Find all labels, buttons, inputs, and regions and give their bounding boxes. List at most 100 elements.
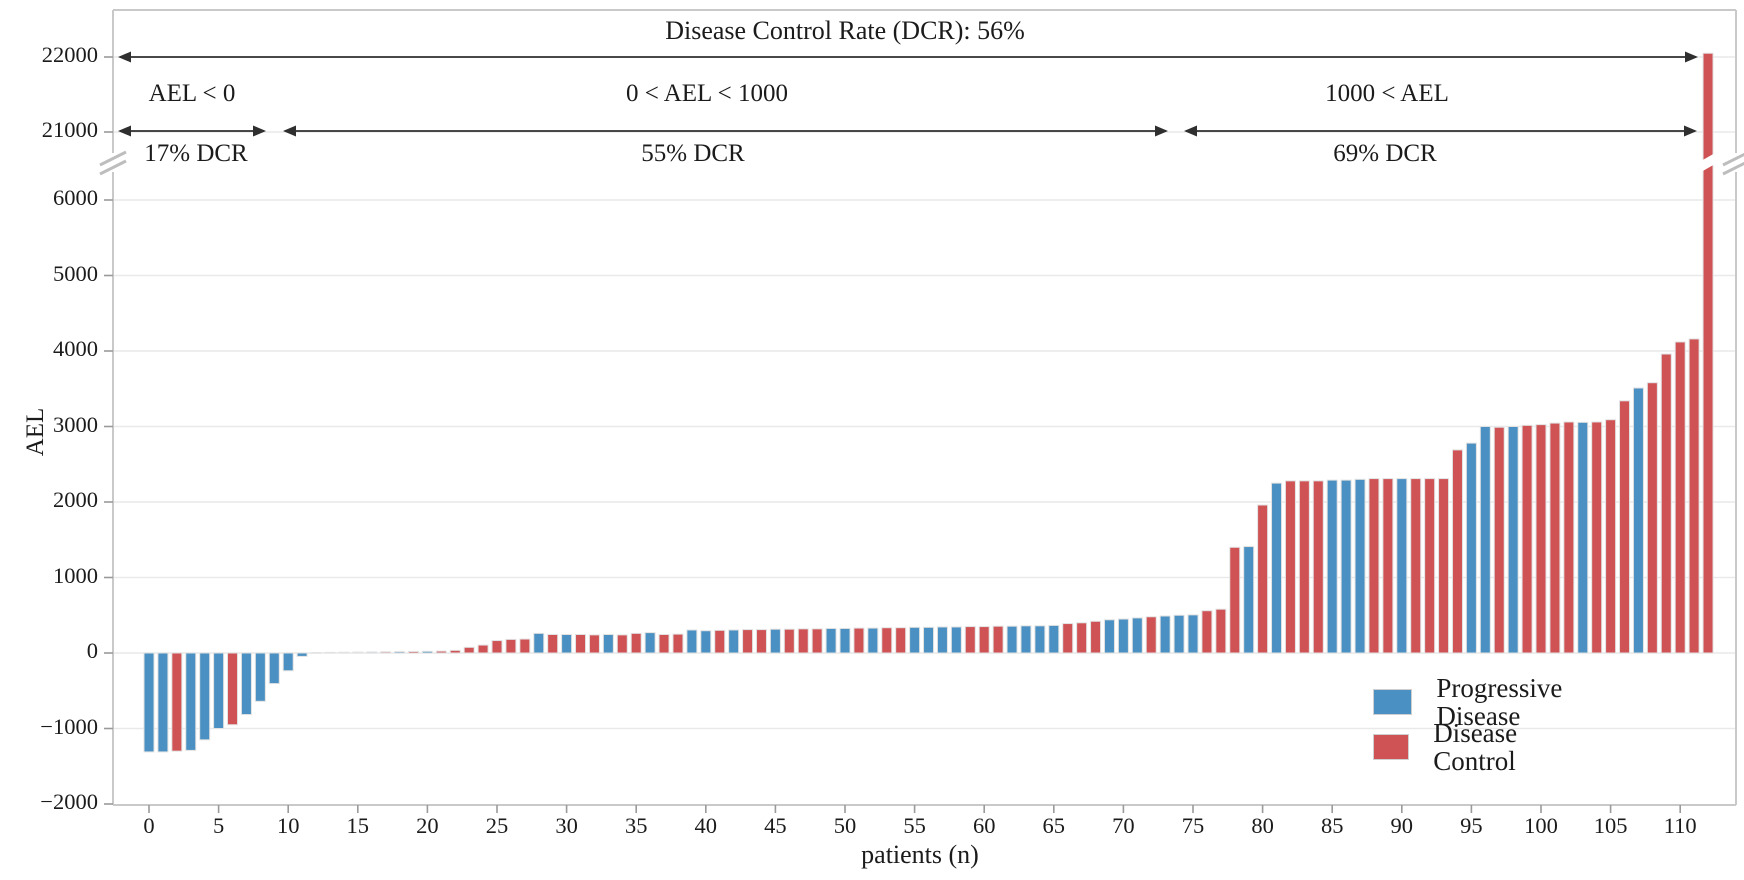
bar <box>1271 482 1283 654</box>
x-tick-label: 20 <box>416 813 439 838</box>
bar <box>1521 424 1533 654</box>
bar <box>157 652 169 753</box>
y-tick-label: 0 <box>86 638 98 663</box>
bar <box>964 626 976 654</box>
bar <box>672 633 684 654</box>
x-tick-label: 35 <box>624 813 648 838</box>
x-tick-label: 45 <box>764 813 787 838</box>
bar <box>1062 623 1074 654</box>
x-tick-label: 85 <box>1320 813 1344 838</box>
bar <box>1535 424 1547 654</box>
bar <box>700 630 712 654</box>
bar <box>185 652 197 751</box>
x-tick-label: 95 <box>1460 813 1483 838</box>
x-tick-label: 5 <box>212 813 225 838</box>
x-tick-label: 75 <box>1181 813 1205 838</box>
bar <box>463 646 475 654</box>
x-tick-label: 40 <box>694 813 718 838</box>
bar <box>1159 615 1171 654</box>
x-tick-label: 70 <box>1112 813 1135 838</box>
legend-item-disease-control: Disease Control <box>1373 719 1539 775</box>
bar <box>227 652 239 726</box>
bar <box>324 651 336 654</box>
bar <box>909 626 921 654</box>
bar <box>1034 625 1046 654</box>
bar <box>1382 478 1394 654</box>
bar <box>1340 479 1352 654</box>
bar <box>1674 341 1686 654</box>
bar <box>1173 614 1185 654</box>
bar <box>352 651 364 654</box>
bar <box>491 640 503 654</box>
bar <box>658 634 670 654</box>
bar <box>1257 504 1269 654</box>
bar <box>1451 449 1463 654</box>
group1-arrow-left-head <box>118 125 131 137</box>
bar <box>616 634 628 654</box>
x-tick-label: 105 <box>1593 813 1628 838</box>
bar <box>1284 480 1296 654</box>
x-tick-label: 80 <box>1251 813 1274 838</box>
bar <box>1410 478 1422 654</box>
bar <box>1577 421 1589 654</box>
x-tick-label: 110 <box>1663 813 1697 838</box>
legend-item-progressive-disease: Progressive Disease <box>1373 674 1581 730</box>
bar <box>978 626 990 654</box>
bar <box>1117 618 1129 654</box>
bar <box>171 652 183 752</box>
bar <box>213 652 225 729</box>
x-tick-label: 65 <box>1042 813 1066 838</box>
y-tick-label: 3000 <box>53 411 98 437</box>
bar <box>282 652 294 672</box>
group3-dcr-label: 69% DCR <box>1333 140 1437 167</box>
x-axis-label: patients (n) <box>861 840 979 869</box>
legend-label-disease-control: Disease Control <box>1433 718 1518 776</box>
bar <box>742 629 754 654</box>
bar <box>797 628 809 654</box>
y-tick-label: 21000 <box>41 117 98 142</box>
x-tick-label: 10 <box>276 813 300 838</box>
x-tick-label: 90 <box>1390 813 1414 838</box>
bar <box>1048 624 1060 654</box>
bar <box>950 626 962 654</box>
y-tick-label: 2000 <box>53 487 98 512</box>
legend-label-progressive-disease: Progressive Disease <box>1436 673 1563 731</box>
bar <box>588 634 600 654</box>
bar <box>1632 387 1644 654</box>
bar <box>1326 479 1338 654</box>
bar <box>1646 382 1658 654</box>
x-tick-label: 30 <box>555 813 578 838</box>
bar <box>533 632 545 654</box>
bar <box>1131 617 1143 654</box>
bar <box>338 651 350 654</box>
x-tick-label: 15 <box>346 813 370 838</box>
y-tick-label: 6000 <box>53 185 98 210</box>
dcr-total-arrow-right-head <box>1685 51 1698 63</box>
bar <box>1103 619 1115 654</box>
bar <box>1229 546 1241 654</box>
group2-dcr-label: 55% DCR <box>641 140 745 167</box>
bar <box>839 627 851 654</box>
bar <box>1563 421 1575 654</box>
y-tick-label: 4000 <box>53 336 98 361</box>
bar <box>992 625 1004 654</box>
bar <box>1215 608 1227 654</box>
group3-arrow-left-head <box>1184 125 1197 137</box>
bar <box>1591 421 1603 654</box>
chart-title: Disease Control Rate (DCR): 56% <box>665 16 1025 45</box>
bar <box>1688 338 1700 654</box>
bar <box>394 651 406 654</box>
bar <box>1076 622 1088 654</box>
bar <box>547 634 559 654</box>
bar <box>825 627 837 654</box>
bar <box>783 628 795 654</box>
axis-break-icon <box>99 159 127 176</box>
legend-swatch-progressive-disease <box>1373 689 1413 715</box>
bar <box>421 650 433 654</box>
bar <box>1090 620 1102 654</box>
bar <box>240 652 252 716</box>
bar <box>867 627 879 654</box>
bar <box>881 627 893 654</box>
